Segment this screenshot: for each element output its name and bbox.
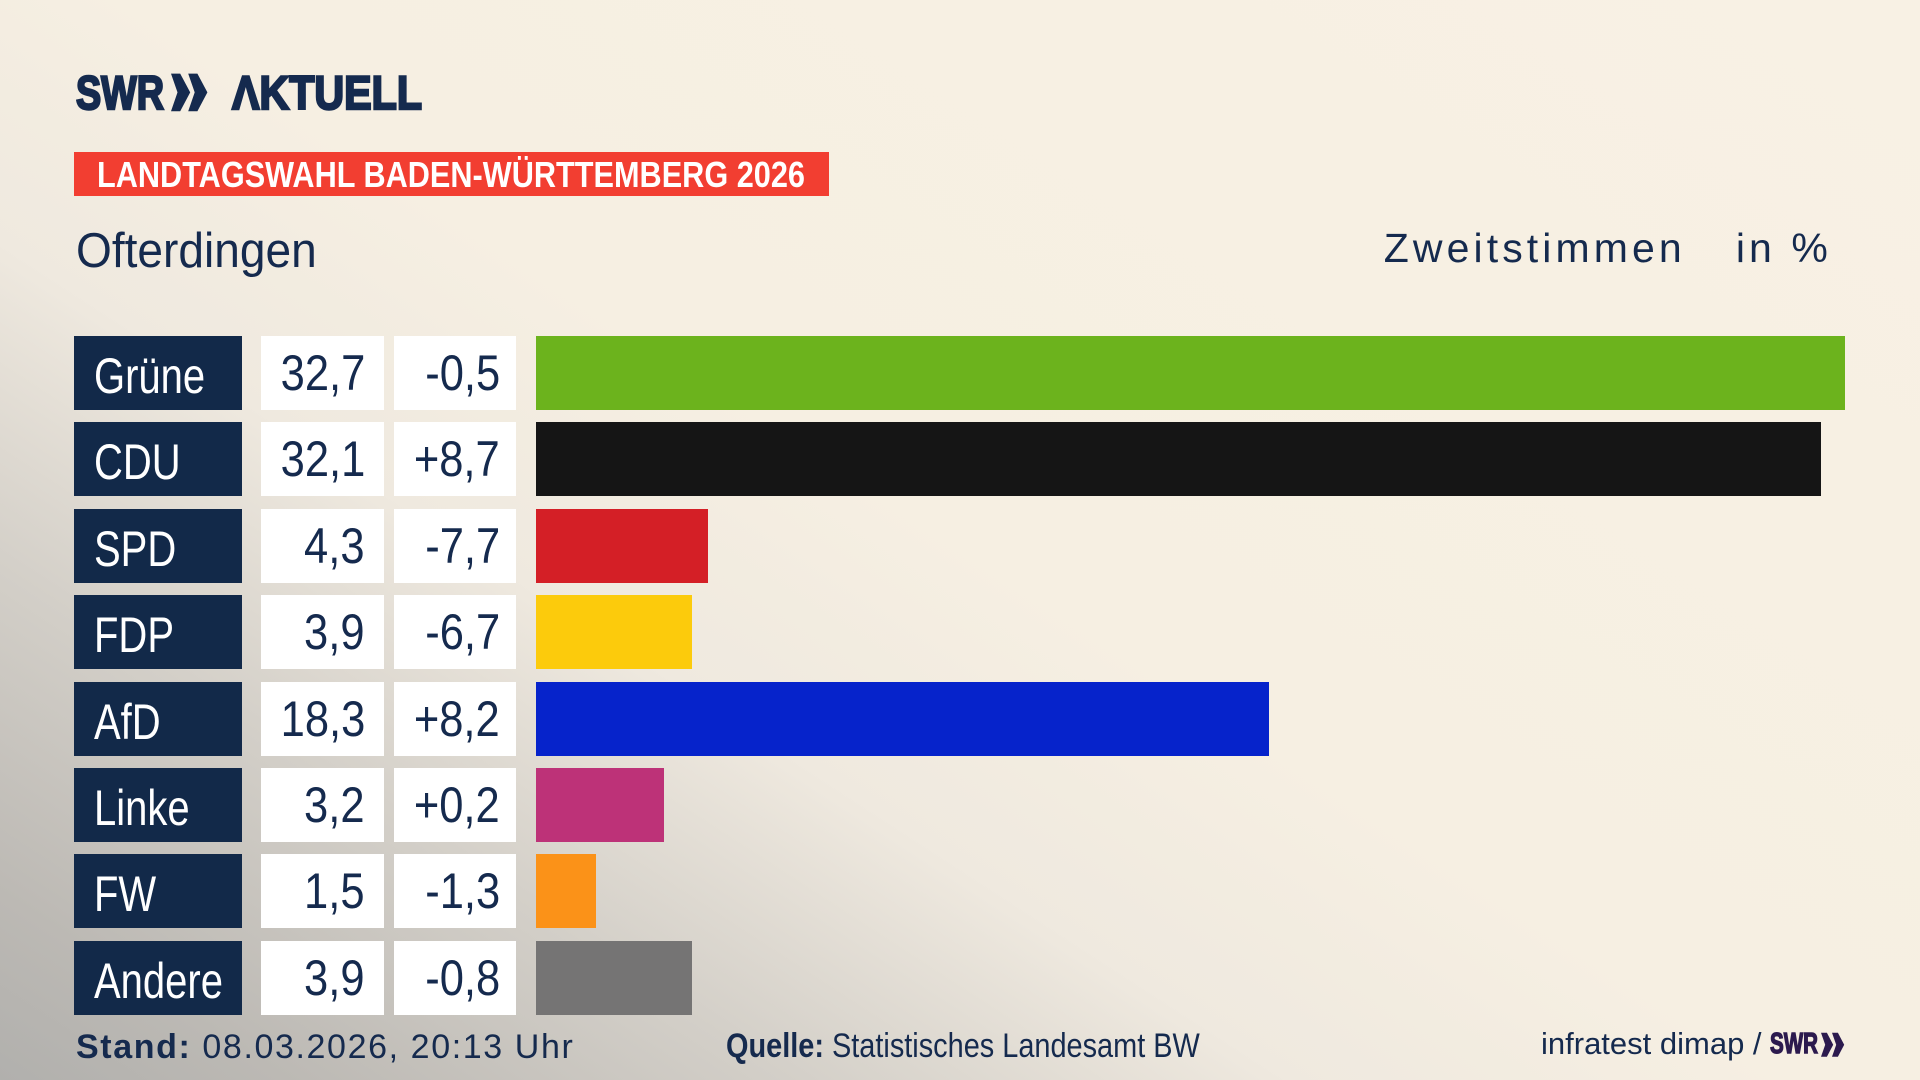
svg-text:SWR: SWR	[1770, 1031, 1818, 1059]
svg-text:SWR: SWR	[76, 66, 164, 119]
svg-text:LANDTAGSWAHL BADEN-WÜRTTEMBERG: LANDTAGSWAHL BADEN-WÜRTTEMBERG 2026	[97, 154, 805, 195]
svg-text:ΛKTUELL: ΛKTUELL	[232, 66, 422, 119]
